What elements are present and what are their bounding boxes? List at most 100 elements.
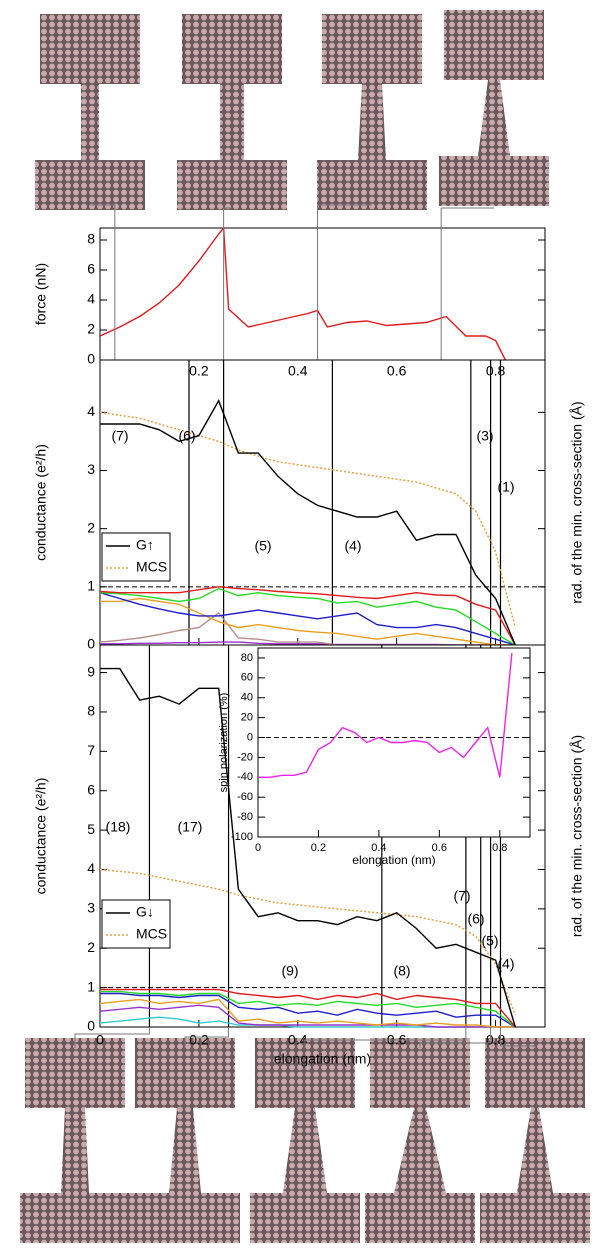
- y-tick-label: 4: [87, 403, 95, 419]
- atom-slab: [317, 160, 427, 210]
- atom-slab: [135, 1038, 235, 1108]
- y2-axis-label: rad. of the min. cross-section (Å): [569, 735, 585, 937]
- y-tick-label: -100: [231, 831, 253, 843]
- x-tick-label: 0.8: [486, 363, 506, 379]
- snapshot-leader: [419, 1027, 492, 1048]
- x-tick-label: 0: [255, 842, 261, 854]
- y-tick-label: 0: [87, 351, 95, 367]
- region-label: (8): [393, 963, 410, 979]
- atom-neck: [478, 80, 510, 156]
- data-line: [99, 586, 516, 646]
- y-tick-label: 6: [87, 261, 95, 277]
- plot-frame: [99, 227, 546, 361]
- data-line: [100, 990, 516, 1028]
- x-tick-label: 0.6: [432, 842, 447, 854]
- x-tick-label: 0: [96, 1032, 104, 1048]
- y-axis-label: spin polarization (%): [218, 693, 230, 793]
- x-tick-label: 0.4: [371, 842, 386, 854]
- x-tick-label: 0.4: [288, 363, 308, 379]
- y-tick-label: 0: [247, 731, 253, 743]
- region-label: (5): [481, 933, 498, 949]
- atom-slab: [365, 1193, 475, 1243]
- data-line: [99, 587, 516, 646]
- y-tick-label: 2: [87, 519, 95, 535]
- y-tick-label: 60: [241, 672, 253, 684]
- atom-neck: [394, 1108, 446, 1193]
- data-line: [100, 667, 516, 1028]
- y-tick-label: 7: [87, 742, 95, 758]
- data-line: [99, 998, 516, 1028]
- atom-slab: [485, 1038, 585, 1108]
- atom-neck: [61, 1108, 89, 1193]
- region-label: (1): [497, 479, 514, 495]
- legend-box: [101, 899, 171, 949]
- y-tick-label: -40: [237, 771, 253, 783]
- atom-slab: [20, 1193, 130, 1243]
- atom-slab: [182, 14, 282, 84]
- y-tick-label: 8: [87, 231, 95, 247]
- legend-label: G↑: [136, 537, 154, 553]
- y-tick-label: -80: [237, 811, 253, 823]
- snapshot-leader: [74, 1027, 150, 1048]
- y-tick-label: 8: [87, 703, 95, 719]
- region-label: (17): [178, 819, 203, 835]
- data-line: [99, 868, 516, 1016]
- atom-slab: [25, 1038, 125, 1108]
- y-tick-label: 1: [87, 578, 95, 594]
- region-label: (4): [344, 538, 361, 554]
- legend-label: MCS: [136, 559, 167, 575]
- region-label: (3): [476, 428, 493, 444]
- x-tick-label: 0.8: [486, 1032, 506, 1048]
- snapshot-leader: [90, 204, 116, 360]
- y-tick-label: -60: [237, 791, 253, 803]
- region-label: (5): [254, 538, 271, 554]
- data-line: [100, 597, 516, 646]
- snapshot-leader: [184, 1027, 230, 1048]
- data-line: [100, 399, 516, 646]
- y-tick-label: 20: [241, 712, 253, 724]
- data-line: [99, 411, 517, 628]
- data-line: [99, 226, 507, 361]
- region-label: (7): [111, 428, 128, 444]
- y-axis-label: conductance (e²/h): [33, 444, 49, 561]
- y-tick-label: 0: [87, 636, 95, 652]
- x-tick-label: 0.2: [189, 1032, 209, 1048]
- region-label: (4): [497, 956, 514, 972]
- atom-neck: [169, 1108, 201, 1193]
- data-line: [258, 652, 513, 778]
- y2-axis-label: rad. of the min. cross-section (Å): [569, 401, 585, 603]
- snapshot-leader: [317, 204, 372, 360]
- y-tick-label: 40: [241, 692, 253, 704]
- legend-label: MCS: [136, 926, 167, 942]
- atom-slab: [35, 160, 145, 210]
- y-tick-label: 2: [87, 939, 95, 955]
- y-tick-label: 80: [241, 652, 253, 664]
- atom-slab: [40, 14, 140, 84]
- x-tick-label: 0.6: [387, 363, 407, 379]
- snapshot-leader: [500, 1027, 536, 1048]
- atom-slab: [444, 10, 544, 80]
- y-tick-label: 5: [87, 821, 95, 837]
- x-axis-label: elongation (nm): [274, 1051, 371, 1067]
- atom-slab: [255, 1038, 355, 1108]
- region-label: (18): [106, 819, 131, 835]
- y-tick-label: 3: [87, 900, 95, 916]
- atom-slab: [322, 14, 422, 84]
- x-axis-label: elongation (nm): [352, 853, 435, 867]
- y-tick-label: 3: [87, 461, 95, 477]
- y-tick-label: 9: [87, 663, 95, 679]
- atom-slab: [370, 1038, 470, 1108]
- snapshot-leader: [304, 1027, 467, 1048]
- data-line: [99, 592, 516, 646]
- legend-label: G↓: [136, 904, 154, 920]
- y-axis-label: force (nN): [33, 263, 49, 325]
- y-axis-label: conductance (e²/h): [33, 778, 49, 895]
- region-label: (7): [453, 888, 470, 904]
- atom-neck: [220, 84, 244, 160]
- region-label: (6): [467, 911, 484, 927]
- atom-neck: [81, 84, 99, 160]
- y-tick-label: 2: [87, 321, 95, 337]
- atom-neck: [283, 1108, 327, 1193]
- x-tick-label: 0.2: [189, 363, 209, 379]
